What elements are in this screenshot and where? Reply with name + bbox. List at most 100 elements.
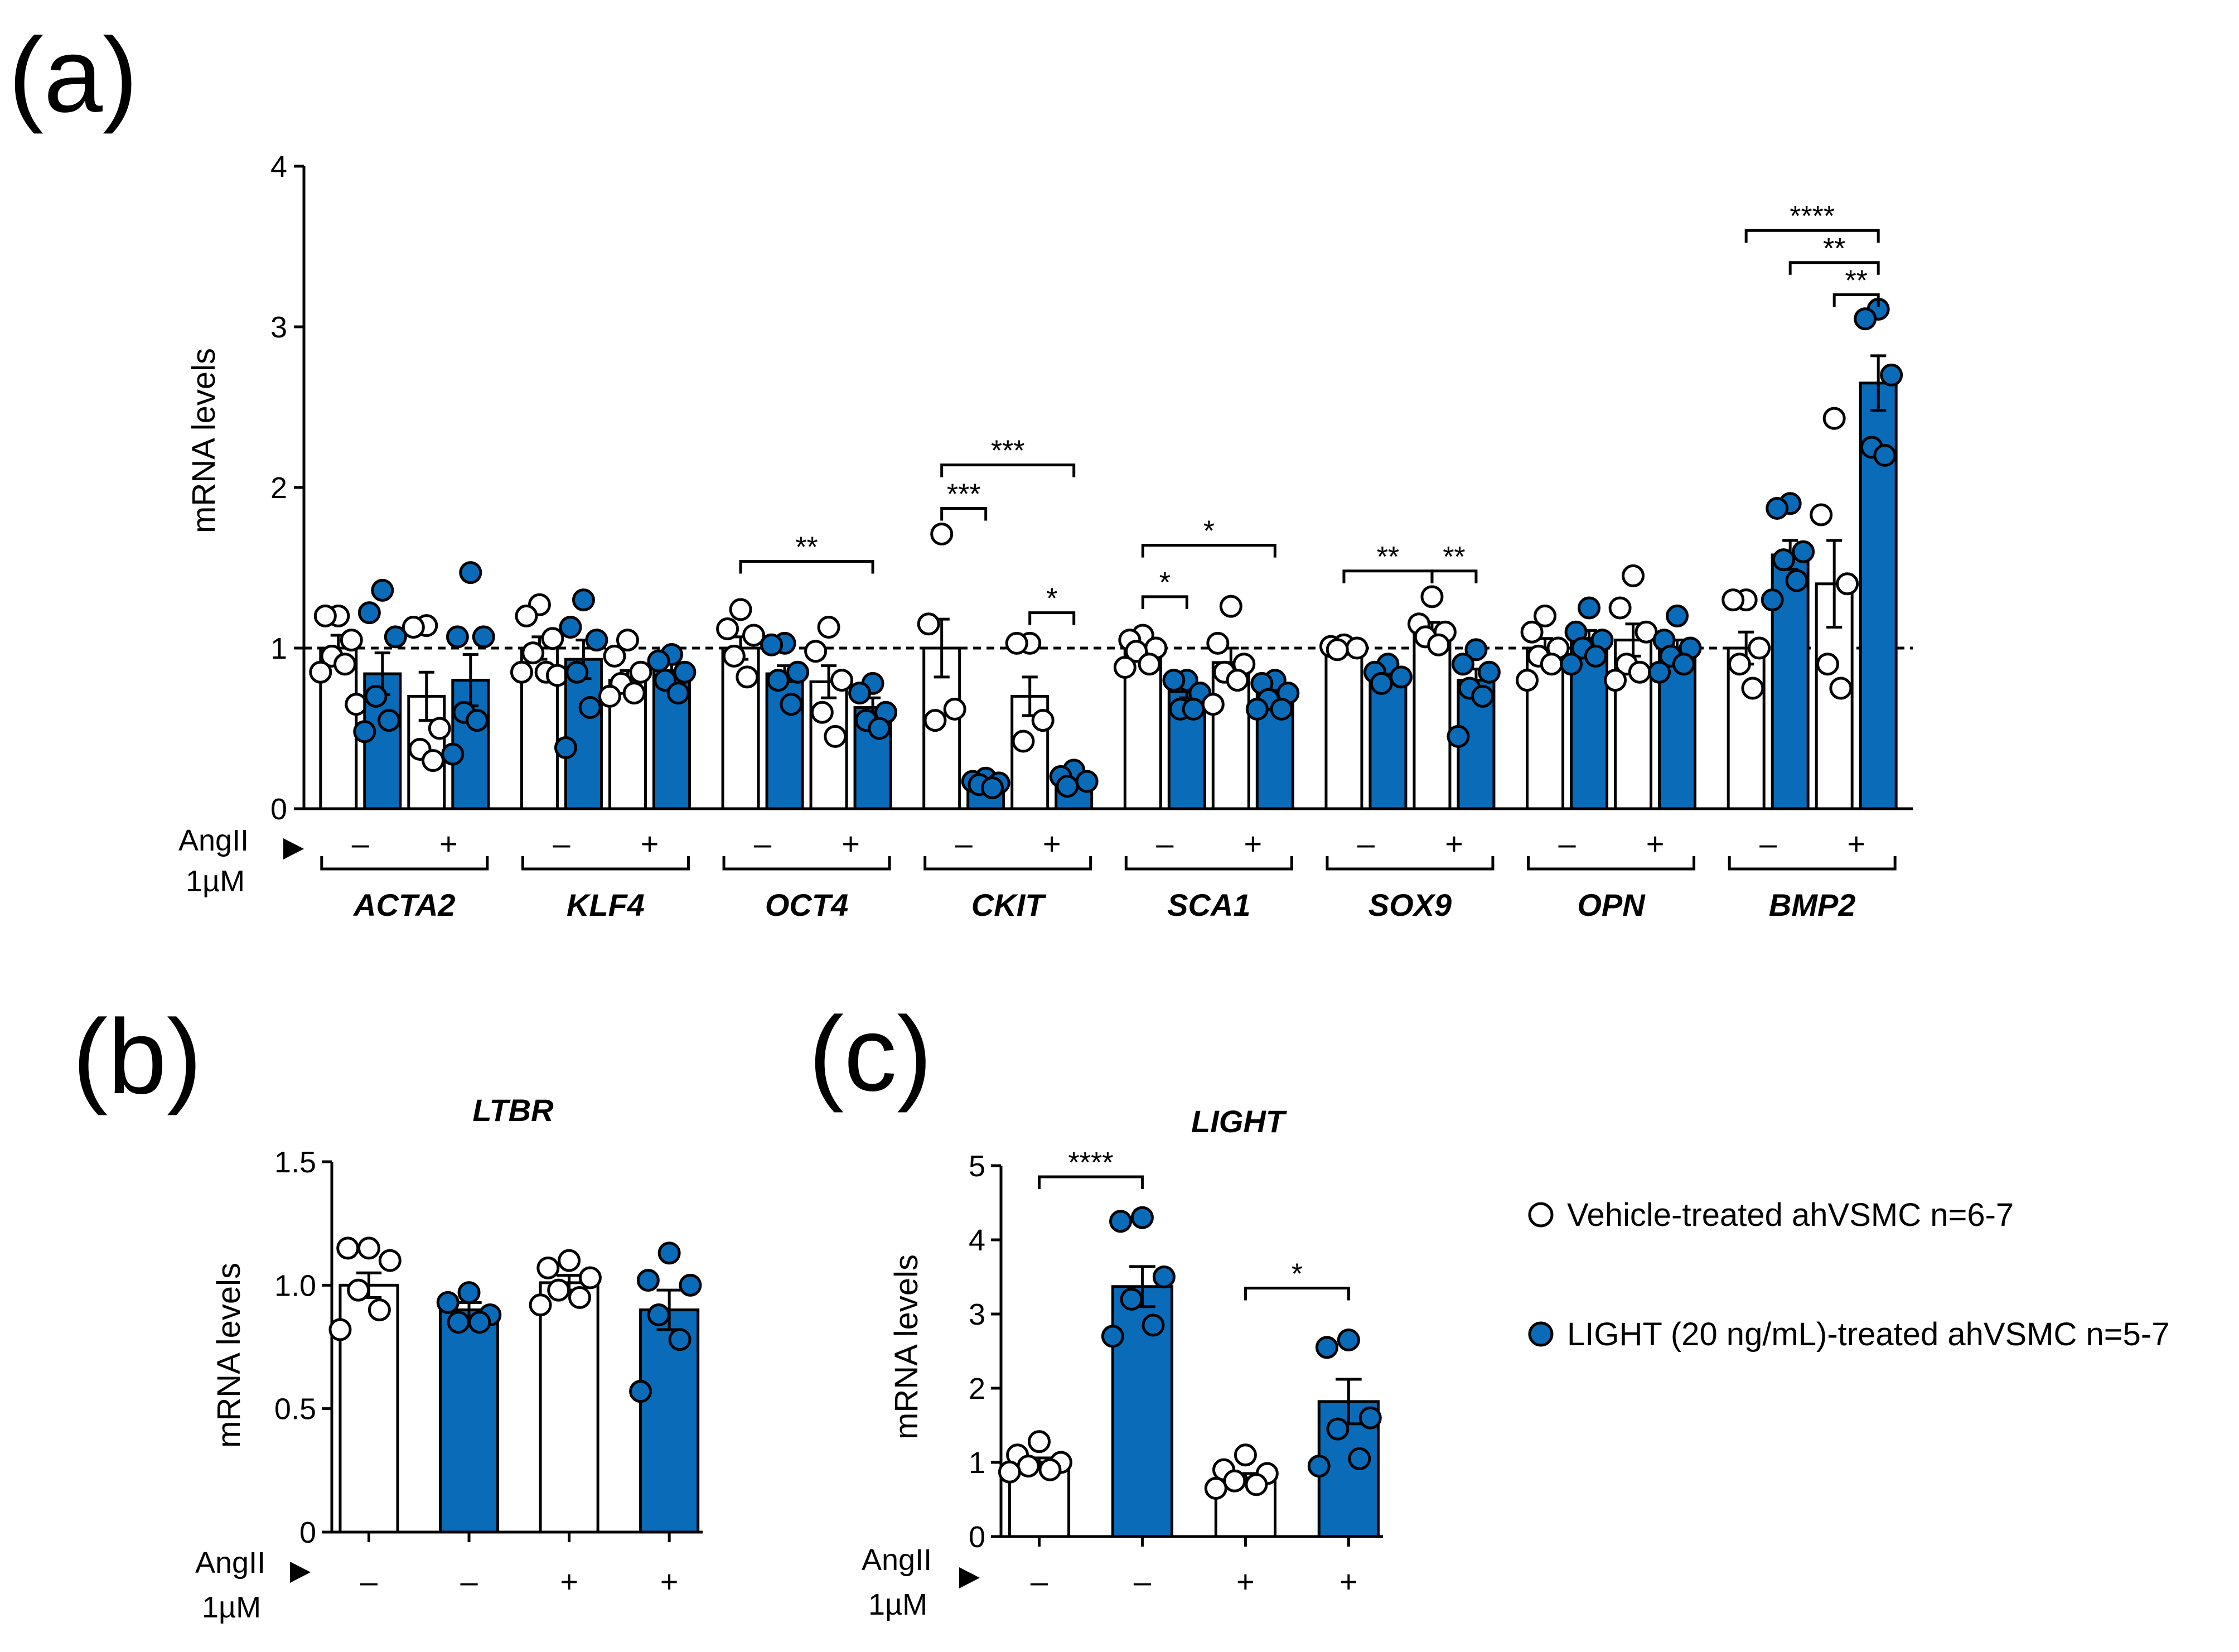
klf4-vehicle-data-point	[616, 629, 639, 652]
bmp2-light-data-point	[1873, 443, 1897, 467]
sca1-vehicle-data-point	[1113, 656, 1137, 679]
ltbr-vehicle-data-point	[529, 1293, 552, 1317]
oct4-vehicle-data-point	[716, 617, 739, 640]
sca1-sig-label: *	[1203, 515, 1215, 548]
panel-a-arrow-icon	[283, 838, 304, 859]
light-light-data-point	[1130, 1206, 1154, 1229]
legend-light-marker	[1528, 1321, 1554, 1347]
ltbr-light-data-point	[436, 1291, 460, 1314]
ltbr-vehicle-bar	[539, 1281, 599, 1534]
sox9-light-data-point	[1471, 684, 1495, 708]
ltbr-y-tick-label: 1.0	[274, 1269, 316, 1302]
gene-label: OPN	[1577, 887, 1646, 922]
sca1-vehicle-data-point	[1226, 669, 1249, 692]
panel-b-y-axis-label: mRNA levels	[211, 1263, 247, 1448]
acta2-light-data-point	[459, 561, 482, 585]
acta2-light-data-point	[357, 601, 381, 625]
sox9-light-bar	[1368, 672, 1408, 810]
ltbr-vehicle-data-point	[336, 1236, 360, 1260]
klf4-vehicle-data-point	[598, 684, 621, 708]
bmp2-sig-label: **	[1845, 264, 1867, 297]
gene-label: OCT4	[765, 887, 848, 922]
treatment-sign: +	[641, 826, 659, 861]
sca1-vehicle-data-point	[1201, 693, 1225, 716]
sox9-light-data-point	[1451, 653, 1474, 676]
ckit-sig-bracket	[940, 506, 988, 521]
ckit-vehicle-data-point	[930, 523, 954, 546]
sox9-vehicle-bar	[1324, 646, 1363, 810]
bmp2-light-data-point	[1785, 569, 1808, 592]
bmp2-vehicle-data-point	[1728, 653, 1751, 676]
sca1-sig-bracket	[1141, 595, 1188, 609]
treatment-sign: +	[842, 826, 860, 861]
panel-a-bars	[309, 297, 1903, 810]
light-y-tick-label: 2	[969, 1372, 985, 1405]
panel-c-arrow-icon	[959, 1567, 980, 1588]
ckit-vehicle-data-point	[1012, 730, 1035, 753]
panel-b-title: LTBR	[472, 1093, 554, 1128]
opn-vehicle-data-point	[1520, 620, 1544, 644]
acta2-vehicle-data-point	[309, 660, 332, 684]
ltbr-vehicle-data-point	[367, 1298, 391, 1322]
sox9-light-data-point	[1477, 660, 1501, 684]
ltbr-light-bar	[439, 1308, 500, 1534]
panel-a-x-labels: – +ACTA2– +KLF4– +OCT4– +CKIT– +SCA1– +SOX9– +O…	[320, 826, 1897, 922]
sox9-light-data-point	[1389, 665, 1413, 689]
oct4-vehicle-data-point	[722, 644, 746, 668]
sca1-sig-bracket	[1141, 544, 1276, 558]
ltbr-vehicle-data-point	[347, 1278, 370, 1302]
light-vehicle-data-point	[1038, 1458, 1062, 1481]
ltbr-treatment-sign: –	[460, 1564, 478, 1599]
panel-b-concentration-label: 1µM	[202, 1591, 261, 1624]
opn-vehicle-data-point	[1608, 596, 1632, 620]
oct4-light-data-point	[786, 660, 810, 684]
klf4-light-data-point	[578, 696, 602, 719]
bmp2-light-data-point	[1854, 307, 1877, 331]
light-light-data-point	[1120, 1287, 1143, 1311]
bmp2-vehicle-data-point	[1836, 572, 1859, 596]
ckit-sig-label: ***	[947, 478, 981, 510]
treatment-sign: +	[439, 826, 458, 861]
sca1-light-data-point	[1182, 697, 1205, 721]
ltbr-vehicle-data-point	[328, 1318, 352, 1341]
sox9-vehicle-data-point	[1326, 638, 1349, 661]
opn-light-data-point	[1648, 660, 1671, 684]
ltbr-vehicle-data-point	[547, 1278, 570, 1302]
sox9-vehicle-data-point	[1427, 633, 1450, 656]
bmp2-sig-bracket	[1788, 261, 1880, 275]
klf4-light-data-point	[559, 616, 582, 639]
bmp2-vehicle-data-point	[1822, 407, 1846, 430]
panel-a-angii-label: AngII	[178, 824, 249, 857]
oct4-light-data-point	[766, 669, 790, 692]
light-light-data-point	[1348, 1447, 1371, 1470]
oct4-vehicle-data-point	[810, 701, 834, 724]
opn-light-data-point	[1584, 644, 1607, 668]
oct4-light-data-point	[780, 693, 803, 716]
gene-label: SOX9	[1368, 887, 1452, 922]
klf4-vehicle-data-point	[510, 660, 533, 684]
oct4-vehicle-data-point	[824, 724, 847, 748]
treatment-sign: –	[1357, 826, 1375, 861]
gene-group-bracket	[923, 856, 1092, 871]
light-light-data-point	[1109, 1210, 1133, 1233]
bmp2-light-data-point	[1792, 540, 1815, 563]
light-vehicle-data-point	[1017, 1455, 1040, 1478]
panel-b-angii-label: AngII	[195, 1546, 265, 1579]
opn-vehicle-data-point	[1622, 564, 1645, 587]
treatment-sign: +	[1646, 826, 1665, 861]
sca1-sig-label: *	[1159, 567, 1171, 599]
panel-b: (b) LTBR mRNA levels 0 0.5 1.0 1.5 – – + + Ang…	[72, 998, 703, 1624]
klf4-light-data-point	[565, 660, 589, 684]
light-vehicle-data-point	[1028, 1430, 1051, 1453]
bmp2-vehicle-data-point	[1816, 653, 1839, 676]
ltbr-vehicle-data-point	[378, 1249, 402, 1272]
sox9-light-data-point	[1370, 672, 1393, 695]
y-tick-label: 3	[270, 311, 287, 344]
light-vehicle-data-point	[1204, 1477, 1227, 1500]
treatment-sign: –	[352, 826, 370, 861]
klf4-light-data-point	[572, 588, 595, 612]
treatment-sign: +	[1847, 826, 1865, 861]
oct4-vehicle-data-point	[804, 640, 828, 663]
klf4-vehicle-data-point	[603, 644, 626, 668]
